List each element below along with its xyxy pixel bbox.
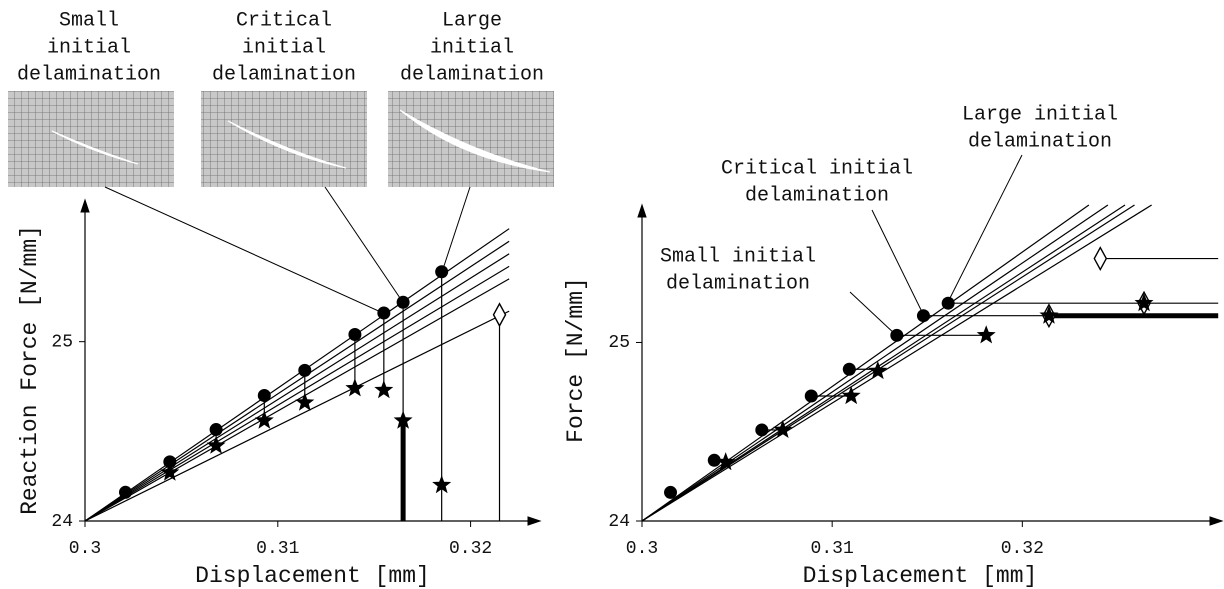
annotation: delamination [745, 184, 889, 207]
circle [708, 454, 721, 467]
star [345, 378, 364, 396]
circle [805, 390, 818, 403]
x-tick-label: 0.3 [69, 539, 101, 559]
leader-line [872, 210, 924, 316]
y-axis-arrow [638, 205, 646, 217]
circle [210, 423, 223, 436]
annotation: initial [430, 36, 514, 59]
leader-line [105, 187, 383, 313]
annotation: Small [59, 9, 119, 32]
circle [348, 328, 361, 341]
y-axis-arrow [81, 200, 89, 212]
annotation: delamination [212, 63, 356, 86]
annotation: initial [242, 36, 326, 59]
annotation: Large initial [962, 103, 1118, 126]
y-axis-label: Reaction Force [N/mm] [17, 225, 43, 515]
star [374, 380, 393, 398]
x-axis-label: Displacement [mm] [195, 563, 430, 589]
diamond [494, 304, 506, 326]
circle [397, 296, 410, 309]
circle [258, 389, 271, 402]
star [295, 393, 314, 411]
y-tick-label: 25 [608, 333, 630, 353]
y-tick-label: 24 [51, 512, 73, 532]
circle [163, 455, 176, 468]
x-tick-label: 0.31 [256, 539, 299, 559]
figure: 0.3 0.31 0.32 24 25 Displacement [mm] Reaction… [0, 0, 1224, 589]
circle [664, 486, 677, 499]
y-tick-label: 25 [51, 332, 73, 352]
star [977, 325, 996, 343]
star [255, 411, 274, 429]
annotation: Critical initial [721, 157, 913, 180]
circle [119, 486, 132, 499]
leader-line [850, 292, 896, 335]
annotation: initial [47, 36, 131, 59]
circle [890, 329, 903, 342]
circle [435, 265, 448, 278]
x-axis-arrow [1210, 517, 1222, 525]
y-tick-label: 24 [608, 512, 630, 532]
load-line [85, 241, 509, 521]
annotation: Critical [236, 9, 332, 32]
circle [377, 306, 390, 319]
mesh-image [8, 91, 174, 187]
x-tick-label: 0.31 [811, 539, 854, 559]
circle [755, 423, 768, 436]
load-line [85, 254, 509, 521]
annotation: Large [442, 9, 502, 32]
annotation: Small initial [660, 245, 816, 268]
x-axis-label: Displacement [mm] [803, 563, 1038, 589]
circle [843, 363, 856, 376]
annotation: delamination [968, 130, 1112, 153]
y-axis-label: Force [N/mm] [563, 277, 589, 443]
circle [298, 364, 311, 377]
x-tick-label: 0.3 [626, 539, 658, 559]
star [868, 361, 887, 379]
leader-line [325, 187, 400, 298]
annotation: delamination [17, 63, 161, 86]
diamond [1094, 248, 1106, 270]
x-axis-arrow [528, 517, 540, 525]
annotation: delamination [400, 63, 544, 86]
mesh-image [388, 91, 554, 187]
mesh-image [201, 91, 367, 187]
circle [917, 309, 930, 322]
mesh-images [8, 91, 554, 187]
x-tick-label: 0.32 [1001, 539, 1044, 559]
circle [942, 297, 955, 310]
annotation: delamination [666, 272, 810, 295]
x-tick-label: 0.32 [449, 539, 492, 559]
